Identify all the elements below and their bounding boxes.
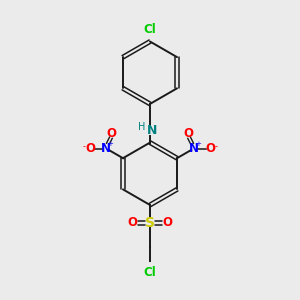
Text: +: + bbox=[195, 141, 201, 147]
Text: -: - bbox=[214, 142, 218, 152]
Text: S: S bbox=[145, 216, 155, 230]
Text: N: N bbox=[101, 142, 111, 155]
Text: O: O bbox=[183, 127, 194, 140]
Text: N: N bbox=[189, 142, 199, 155]
Text: +: + bbox=[108, 141, 114, 147]
Text: O: O bbox=[162, 216, 172, 229]
Text: N: N bbox=[147, 124, 158, 137]
Text: O: O bbox=[128, 216, 138, 229]
Text: Cl: Cl bbox=[144, 266, 156, 279]
Text: H: H bbox=[138, 122, 146, 132]
Text: O: O bbox=[85, 142, 95, 155]
Text: Cl: Cl bbox=[144, 23, 156, 36]
Text: O: O bbox=[106, 127, 117, 140]
Text: O: O bbox=[205, 142, 215, 155]
Text: -: - bbox=[82, 142, 85, 152]
